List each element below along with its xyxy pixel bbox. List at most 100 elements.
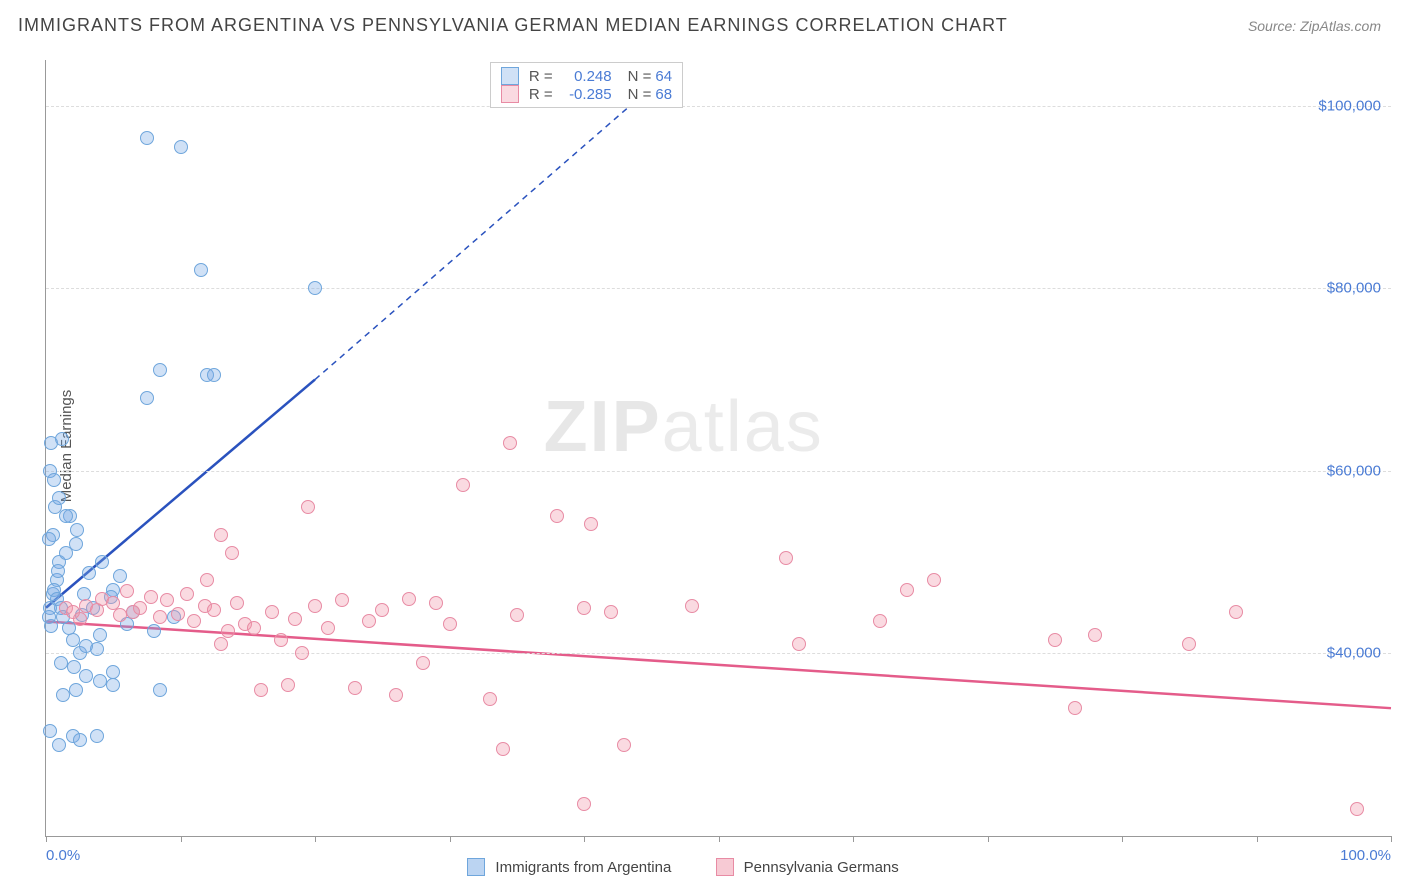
data-point: [113, 608, 127, 622]
data-point: [67, 660, 81, 674]
data-point: [73, 612, 87, 626]
data-point: [362, 614, 376, 628]
data-point: [144, 590, 158, 604]
gridline: [46, 471, 1391, 472]
data-point: [348, 681, 362, 695]
x-tick: [988, 836, 989, 842]
data-point: [221, 624, 235, 638]
data-point: [1048, 633, 1062, 647]
data-point: [93, 674, 107, 688]
x-tick: [853, 836, 854, 842]
data-point: [577, 797, 591, 811]
data-point: [1350, 802, 1364, 816]
data-point: [120, 584, 134, 598]
data-point: [207, 368, 221, 382]
data-point: [70, 523, 84, 537]
data-point: [54, 656, 68, 670]
data-point: [187, 614, 201, 628]
data-point: [106, 678, 120, 692]
data-point: [59, 546, 73, 560]
data-point: [153, 683, 167, 697]
y-tick-label: $60,000: [1327, 462, 1381, 479]
data-point: [225, 546, 239, 560]
data-point: [308, 281, 322, 295]
data-point: [113, 569, 127, 583]
data-point: [288, 612, 302, 626]
data-point: [95, 555, 109, 569]
data-point: [510, 608, 524, 622]
data-point: [69, 683, 83, 697]
data-point: [133, 601, 147, 615]
data-point: [43, 724, 57, 738]
data-point: [389, 688, 403, 702]
data-point: [873, 614, 887, 628]
legend-label-argentina: Immigrants from Argentina: [495, 859, 671, 876]
data-point: [200, 573, 214, 587]
data-point: [79, 669, 93, 683]
legend-label-pennsylvania: Pennsylvania Germans: [744, 859, 899, 876]
legend-swatch-argentina: [467, 858, 485, 876]
data-point: [180, 587, 194, 601]
x-tick: [1257, 836, 1258, 842]
data-point: [1088, 628, 1102, 642]
gridline: [46, 106, 1391, 107]
data-point: [52, 738, 66, 752]
data-point: [483, 692, 497, 706]
data-point: [1068, 701, 1082, 715]
x-tick: [46, 836, 47, 842]
data-point: [1182, 637, 1196, 651]
data-point: [59, 509, 73, 523]
data-point: [207, 603, 221, 617]
data-point: [106, 665, 120, 679]
data-point: [584, 517, 598, 531]
data-point: [617, 738, 631, 752]
data-point: [47, 473, 61, 487]
data-point: [230, 596, 244, 610]
data-point: [577, 601, 591, 615]
watermark: ZIPatlas: [544, 386, 824, 468]
x-tick: [315, 836, 316, 842]
legend-swatch-pennsylvania: [716, 858, 734, 876]
legend-bottom: Immigrants from Argentina Pennsylvania G…: [0, 858, 1406, 876]
data-point: [174, 140, 188, 154]
data-point: [247, 621, 261, 635]
data-point: [456, 478, 470, 492]
data-point: [550, 509, 564, 523]
data-point: [335, 593, 349, 607]
data-point: [443, 617, 457, 631]
data-point: [900, 583, 914, 597]
data-point: [42, 610, 56, 624]
data-point: [416, 656, 430, 670]
data-point: [927, 573, 941, 587]
data-point: [281, 678, 295, 692]
source-attribution: Source: ZipAtlas.com: [1248, 18, 1381, 34]
data-point: [308, 599, 322, 613]
data-point: [1229, 605, 1243, 619]
data-point: [274, 633, 288, 647]
data-point: [214, 637, 228, 651]
data-point: [295, 646, 309, 660]
data-point: [51, 564, 65, 578]
x-tick: [1391, 836, 1392, 842]
data-point: [42, 532, 56, 546]
data-point: [429, 596, 443, 610]
data-point: [55, 432, 69, 446]
data-point: [82, 566, 96, 580]
chart-title: IMMIGRANTS FROM ARGENTINA VS PENNSYLVANI…: [18, 15, 1008, 36]
data-point: [194, 263, 208, 277]
data-point: [171, 607, 185, 621]
gridline: [46, 653, 1391, 654]
data-point: [321, 621, 335, 635]
x-tick: [1122, 836, 1123, 842]
data-point: [265, 605, 279, 619]
data-point: [140, 131, 154, 145]
gridline: [46, 288, 1391, 289]
data-point: [301, 500, 315, 514]
data-point: [153, 363, 167, 377]
data-point: [153, 610, 167, 624]
data-point: [792, 637, 806, 651]
y-tick-label: $100,000: [1318, 97, 1381, 114]
data-point: [160, 593, 174, 607]
data-point: [73, 733, 87, 747]
data-point: [147, 624, 161, 638]
